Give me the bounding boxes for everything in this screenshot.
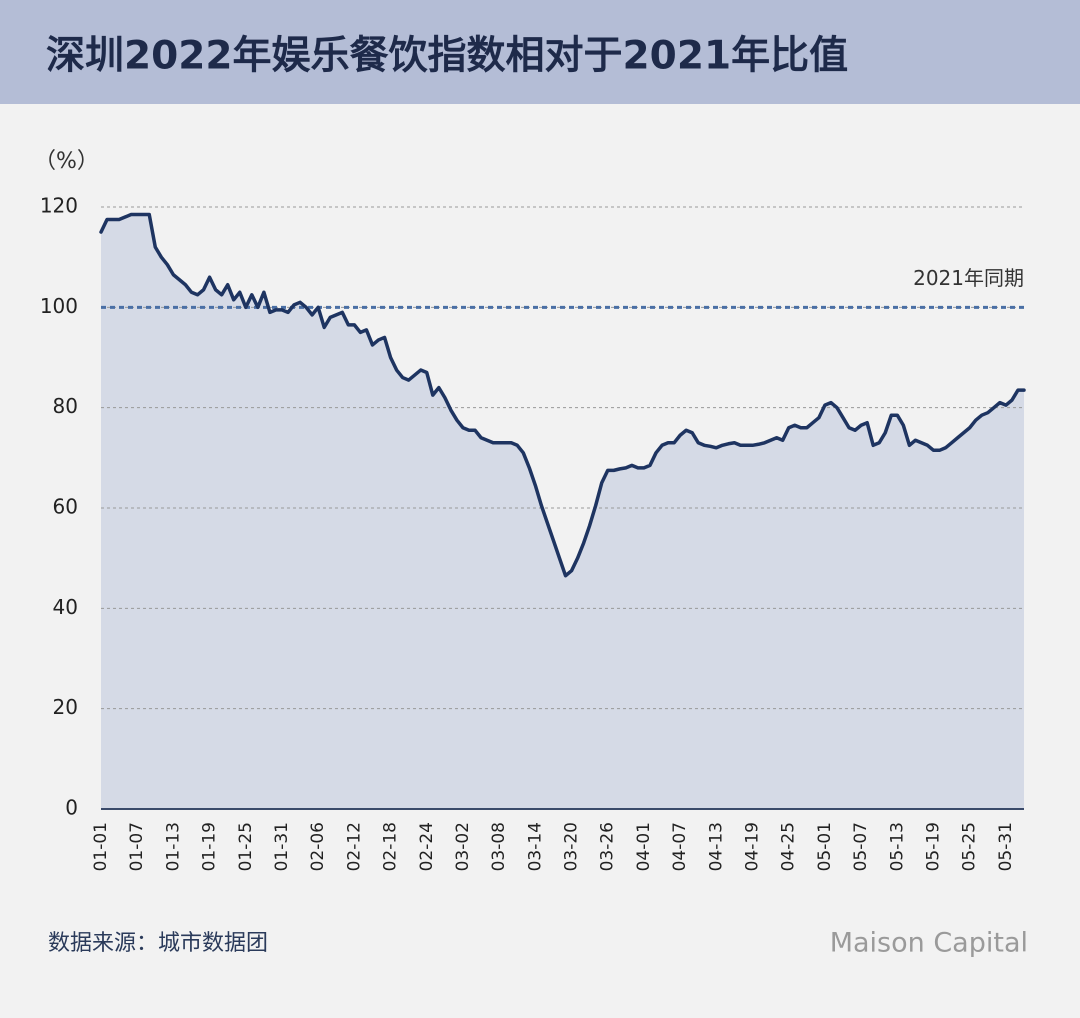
x-tick-label: 04-13 bbox=[706, 822, 726, 871]
x-tick-label: 01-07 bbox=[127, 822, 147, 871]
y-tick-label: 120 bbox=[40, 194, 78, 218]
line bbox=[99, 212, 1026, 578]
x-tick-label: 01-31 bbox=[272, 822, 292, 871]
x-tick-label: 02-06 bbox=[308, 822, 328, 871]
header-bar bbox=[0, 0, 1080, 104]
chart-title: 深圳2022年娱乐餐饮指数相对于2021年比值 bbox=[46, 34, 848, 79]
x-tick-label: 05-07 bbox=[851, 822, 871, 871]
brand: Maison Capital bbox=[830, 928, 1028, 959]
x-tick-label: 01-01 bbox=[91, 822, 111, 871]
x-tick-label: 03-02 bbox=[453, 822, 473, 871]
x-tick-label: 02-24 bbox=[417, 822, 437, 871]
reference-label: 2021年同期 bbox=[913, 266, 1024, 290]
y-tick-label: 80 bbox=[53, 394, 78, 418]
source: 数据来源：城市数据团 bbox=[48, 931, 268, 956]
area-fill bbox=[101, 214, 1024, 809]
x-tick-label: 01-25 bbox=[236, 822, 256, 871]
y-axis-label: （%） bbox=[34, 149, 99, 174]
x-tick-label: 04-01 bbox=[634, 822, 654, 871]
y-tick-label: 60 bbox=[53, 495, 78, 519]
x-tick-label: 03-20 bbox=[562, 822, 582, 871]
x-tick-label: 05-01 bbox=[815, 822, 835, 871]
y-tick-label: 40 bbox=[53, 595, 78, 619]
x-tick-label: 05-31 bbox=[996, 822, 1016, 871]
x-tick-label: 03-08 bbox=[489, 822, 509, 871]
y-tick-label: 100 bbox=[40, 294, 78, 318]
x-tick-label: 05-19 bbox=[924, 822, 944, 871]
x-tick-label: 04-07 bbox=[670, 822, 690, 871]
x-tick-label: 04-19 bbox=[743, 822, 763, 871]
x-tick-label: 02-12 bbox=[344, 822, 364, 871]
y-tick-label: 0 bbox=[65, 796, 78, 820]
x-tick-label: 03-26 bbox=[598, 822, 618, 871]
x-tick-label: 04-25 bbox=[779, 822, 799, 871]
x-tick-label: 01-13 bbox=[163, 822, 183, 871]
x-tick-label: 02-18 bbox=[381, 822, 401, 871]
x-tick-label: 03-14 bbox=[525, 822, 545, 871]
x-tick-label: 01-19 bbox=[200, 822, 220, 871]
y-tick-label: 20 bbox=[53, 695, 78, 719]
x-tick-label: 05-13 bbox=[887, 822, 907, 871]
x-tick-label: 05-25 bbox=[960, 822, 980, 871]
